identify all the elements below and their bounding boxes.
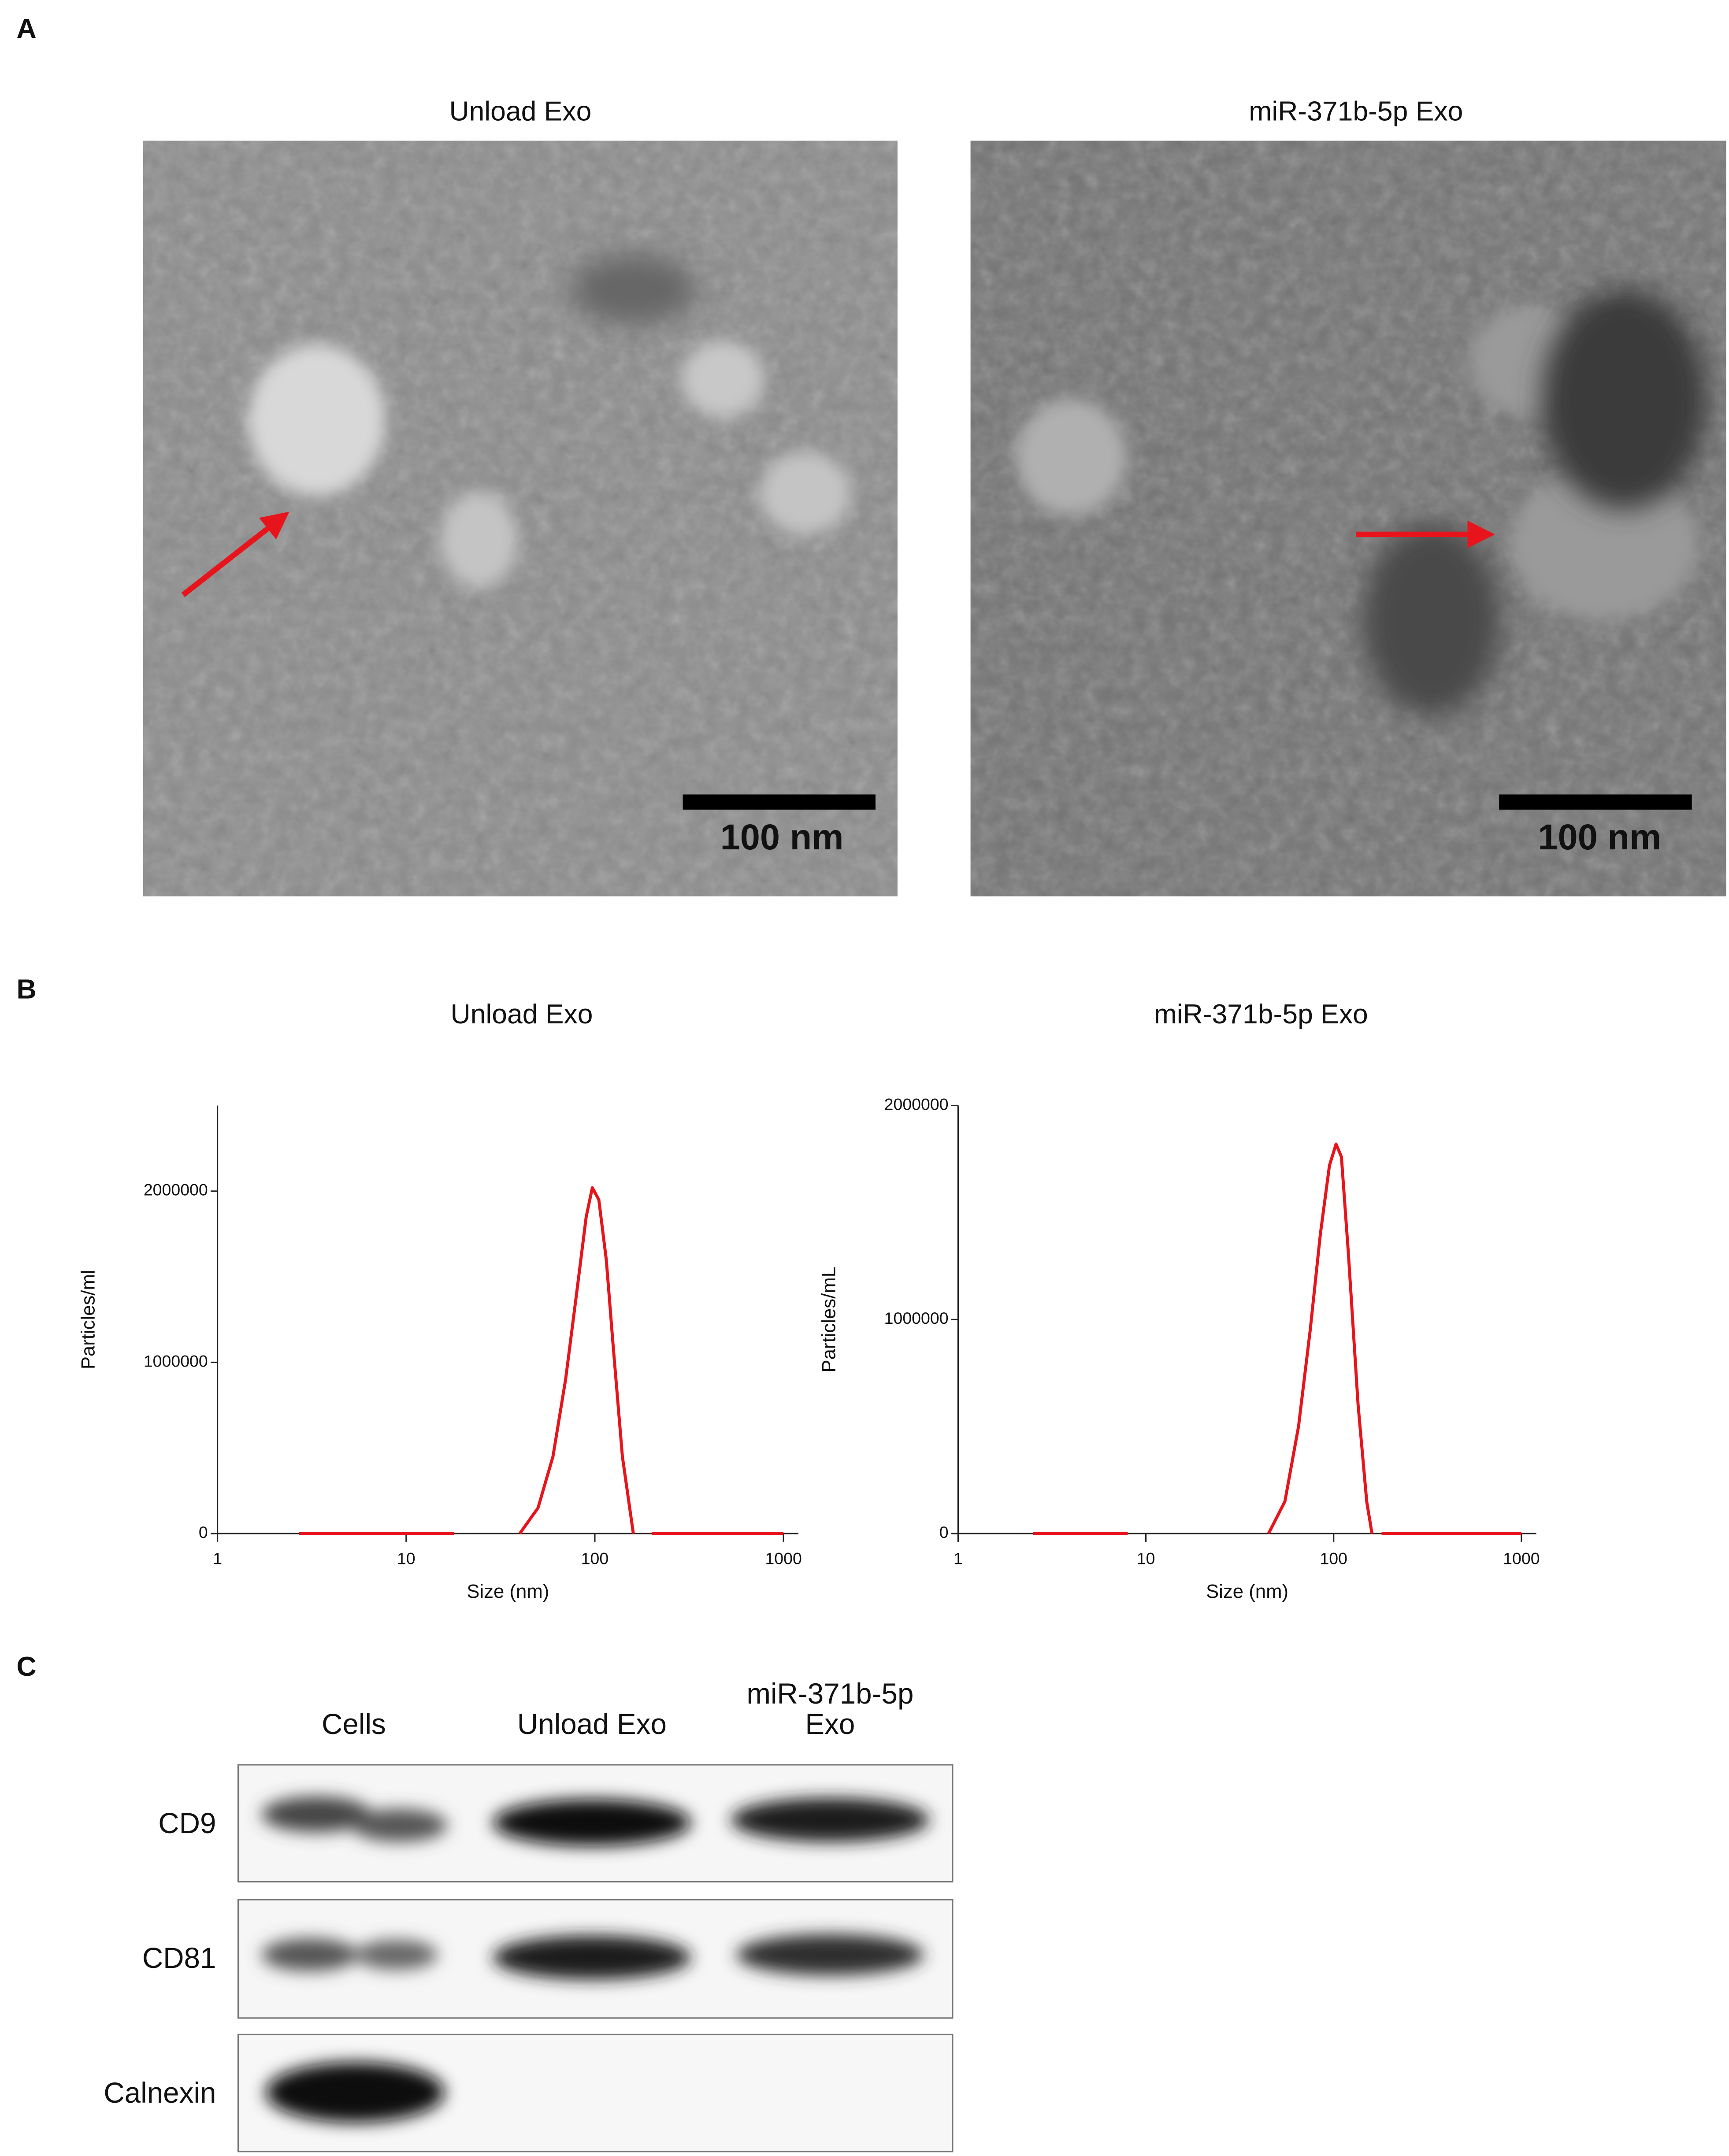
- protein-label: CD9: [158, 1807, 216, 1839]
- panel-label: C: [16, 1651, 36, 1682]
- x-tick-label: 1000: [765, 1549, 801, 1567]
- y-tick-label: 0: [939, 1523, 949, 1541]
- scale-bar-label: 100 nm: [720, 817, 844, 857]
- protein-label: CD81: [142, 1942, 216, 1974]
- y-tick-label: 1000000: [884, 1309, 949, 1327]
- x-tick-label: 1000: [1503, 1549, 1540, 1567]
- y-tick-label: 2000000: [884, 1095, 949, 1113]
- y-tick-label: 1000000: [144, 1352, 208, 1370]
- y-axis-label: Particles/ml: [78, 1270, 99, 1369]
- x-tick-label: 1: [213, 1549, 222, 1567]
- lane-label: Unload Exo: [517, 1708, 667, 1740]
- chart-title: miR-371b-5p Exo: [1154, 999, 1368, 1030]
- image-title: miR-371b-5p Exo: [1249, 96, 1463, 126]
- tem-image: [143, 141, 898, 896]
- blot: [237, 1764, 954, 2152]
- lane-label: miR-371b-5p: [746, 1678, 913, 1710]
- x-tick-label: 10: [397, 1549, 416, 1567]
- x-tick-label: 100: [1320, 1549, 1347, 1567]
- y-axis-label: Particles/mL: [818, 1267, 839, 1373]
- scale-bar-label: 100 nm: [1538, 817, 1661, 857]
- tem-image: [970, 141, 1726, 896]
- x-axis-label: Size (nm): [467, 1581, 549, 1602]
- chart-title: Unload Exo: [451, 999, 593, 1030]
- data-line: [299, 1186, 784, 1535]
- arrow: [181, 511, 289, 597]
- x-axis-label: Size (nm): [1206, 1581, 1288, 1602]
- y-tick-label: 2000000: [144, 1181, 208, 1199]
- lane-label: Cells: [322, 1708, 386, 1740]
- x-tick-label: 1: [954, 1549, 963, 1567]
- panel-label: A: [16, 13, 36, 44]
- panel-label: B: [16, 974, 36, 1005]
- scale-bar: [683, 794, 876, 810]
- y-tick-label: 0: [199, 1523, 208, 1541]
- image-title: Unload Exo: [449, 96, 591, 126]
- protein-label: Calnexin: [104, 2077, 216, 2109]
- x-tick-label: 100: [581, 1549, 609, 1567]
- data-line: [1033, 1142, 1521, 1535]
- lane-label: Exo: [805, 1708, 855, 1740]
- scale-bar: [1499, 794, 1692, 810]
- x-tick-label: 10: [1137, 1549, 1155, 1567]
